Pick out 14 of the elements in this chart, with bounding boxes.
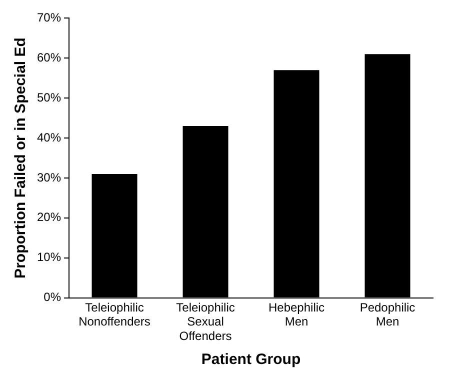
y-tick-label: 50%	[36, 90, 62, 104]
x-tick-label: Hebephilic Men	[268, 300, 325, 329]
y-tick-label: 60%	[36, 50, 62, 64]
y-tick-label: 10%	[36, 250, 62, 264]
y-tick-label: 70%	[36, 10, 62, 25]
x-tick-label: Teleiophilic Sexual Offenders	[176, 300, 235, 344]
x-tick-label: Pedophilic Men	[360, 300, 416, 329]
y-tick-label: 20%	[36, 210, 62, 224]
x-tick-label: Teleiophilic Nonoffenders	[78, 300, 150, 329]
y-tick-label: 40%	[36, 130, 62, 144]
y-axis-title: Proportion Failed or in Special Ed	[12, 38, 30, 278]
x-axis-title: Patient Group	[201, 351, 301, 368]
y-tick-label: 30%	[36, 170, 62, 184]
y-tick-label: 0%	[44, 290, 62, 304]
